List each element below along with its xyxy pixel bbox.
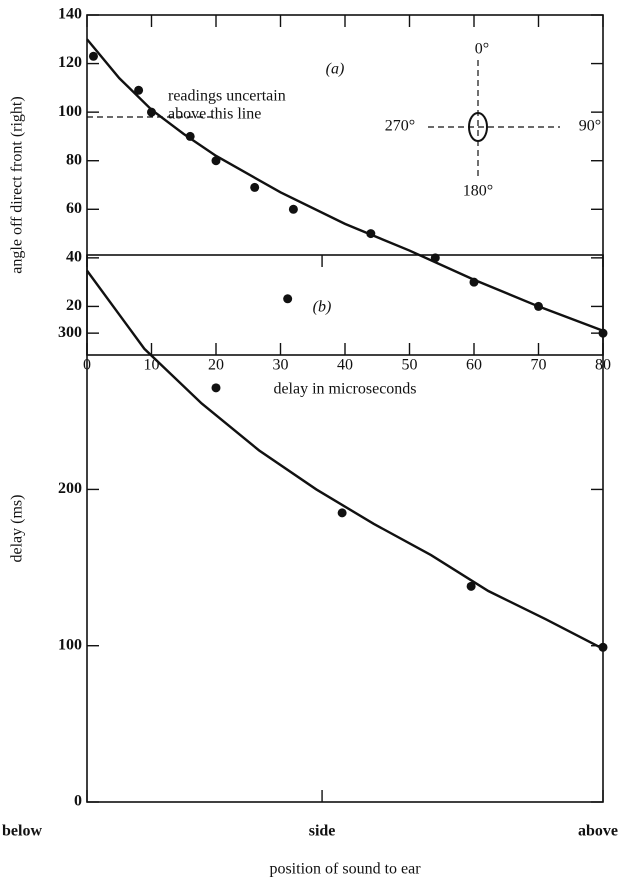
- data-point: [134, 85, 144, 95]
- data-point: [250, 182, 260, 192]
- panel-label: (b): [313, 299, 332, 316]
- plot-frame: [86, 14, 604, 356]
- x-tick-label: 50: [402, 357, 418, 374]
- compass-label: 270°: [385, 118, 415, 135]
- y-tick-label: 40: [66, 249, 82, 266]
- y-tick-label: 100: [58, 636, 82, 653]
- data-point: [283, 294, 293, 304]
- x-tick-label: 40: [337, 357, 353, 374]
- y-tick-label: 200: [58, 480, 82, 497]
- y-tick-label: 120: [58, 54, 82, 71]
- compass-label: 90°: [579, 118, 601, 135]
- y-tick-label: 20: [66, 297, 82, 314]
- y-tick-label: 100: [58, 103, 82, 120]
- y-tick-label: 140: [58, 6, 82, 23]
- compass-shape: [468, 112, 488, 142]
- fit-curve: [86, 269, 604, 650]
- data-point: [598, 642, 608, 652]
- data-point: [466, 581, 476, 591]
- y-tick-label: 0: [74, 793, 82, 810]
- compass-label: 180°: [463, 183, 493, 200]
- annotation: readings uncertain: [168, 88, 286, 105]
- y-axis-label: delay (ms): [9, 495, 26, 563]
- y-tick-label: 60: [66, 200, 82, 217]
- x-axis-label: position of sound to ear: [269, 861, 421, 878]
- x-tick-label: 60: [466, 357, 482, 374]
- x-tick-label: above: [578, 823, 618, 840]
- annotation: above this line: [168, 106, 261, 123]
- data-point: [288, 204, 298, 214]
- compass-label: 0°: [475, 41, 489, 58]
- plot-frame: [86, 254, 604, 803]
- fit-curve: [86, 38, 604, 332]
- y-tick-label: 300: [58, 324, 82, 341]
- x-tick-label: 70: [531, 357, 547, 374]
- x-tick-label: 30: [273, 357, 289, 374]
- data-point: [88, 51, 98, 61]
- x-tick-label: 10: [144, 357, 160, 374]
- data-point: [211, 383, 221, 393]
- data-point: [147, 107, 156, 117]
- y-tick-label: 80: [66, 151, 82, 168]
- data-point: [337, 508, 347, 518]
- x-tick-label: 20: [208, 357, 224, 374]
- x-axis-label: delay in microseconds: [273, 381, 416, 398]
- x-tick-label: below: [2, 823, 42, 840]
- x-tick-label: side: [309, 823, 336, 840]
- panel-label: (a): [326, 61, 345, 78]
- y-axis-label: angle off direct front (right): [9, 96, 26, 273]
